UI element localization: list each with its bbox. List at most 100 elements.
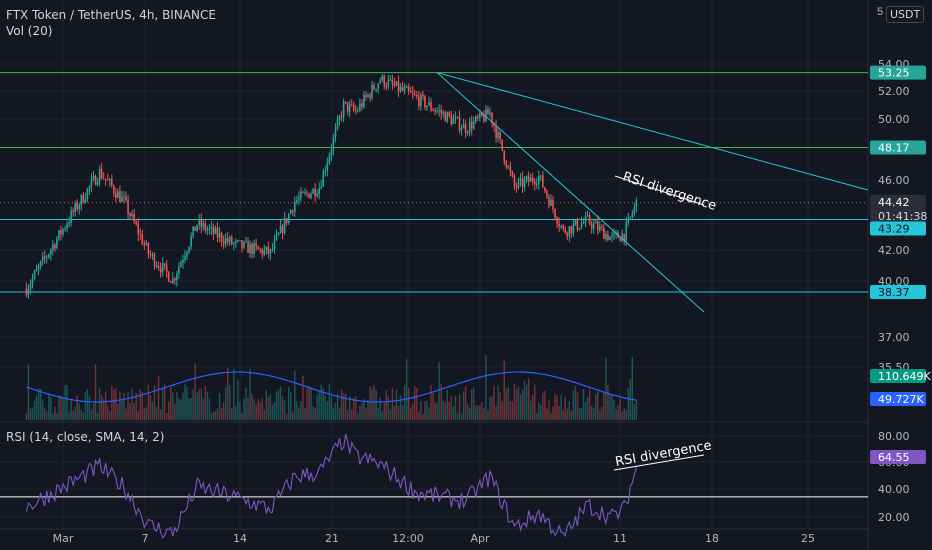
volume-bar bbox=[357, 413, 359, 420]
candle-body bbox=[588, 214, 591, 224]
candle-body bbox=[446, 112, 449, 122]
candle-body bbox=[574, 220, 577, 225]
candle-body bbox=[517, 180, 520, 188]
volume-bar bbox=[235, 406, 237, 420]
candle-body bbox=[495, 126, 497, 138]
volume-bar bbox=[481, 401, 483, 420]
volume-title[interactable]: Vol (20) bbox=[6, 24, 53, 38]
candle-body bbox=[200, 219, 203, 227]
volume-bar bbox=[127, 392, 129, 420]
candle-body bbox=[247, 241, 249, 253]
volume-bar bbox=[497, 385, 499, 420]
candle-body bbox=[507, 166, 510, 168]
candle-body bbox=[529, 177, 532, 182]
candle-body bbox=[479, 112, 481, 118]
candle-body bbox=[401, 86, 404, 91]
candle-body bbox=[466, 132, 469, 134]
price-tick-label: 40.00 bbox=[878, 275, 910, 288]
candle-body bbox=[62, 228, 64, 235]
volume-bar bbox=[285, 413, 288, 420]
volume-bar bbox=[111, 385, 113, 420]
volume-bar bbox=[495, 405, 497, 420]
volume-bar bbox=[275, 391, 278, 420]
candle-body bbox=[594, 222, 597, 224]
candle-body bbox=[377, 83, 379, 90]
candle-body bbox=[56, 238, 58, 249]
volume-bar bbox=[283, 400, 286, 420]
candle-body bbox=[621, 233, 623, 242]
candle-body bbox=[572, 224, 575, 234]
candle-body bbox=[336, 119, 339, 129]
candle-body bbox=[155, 266, 158, 268]
volume-bar bbox=[635, 399, 638, 420]
candle-body bbox=[212, 226, 215, 234]
volume-bar bbox=[588, 388, 591, 420]
candle-body bbox=[88, 186, 91, 189]
time-tick-label: Apr bbox=[470, 532, 490, 545]
candle-body bbox=[78, 205, 81, 210]
volume-bar bbox=[56, 412, 58, 420]
volume-bar bbox=[147, 384, 150, 420]
volume-bar bbox=[155, 406, 158, 420]
tag-current-price-text: 44.42 bbox=[878, 196, 910, 209]
volume-bar bbox=[220, 407, 223, 420]
candle-body bbox=[328, 155, 331, 164]
volume-bar bbox=[568, 401, 570, 420]
volume-bar bbox=[269, 393, 272, 420]
tag-43-29-text: 43.29 bbox=[878, 222, 910, 235]
candle-body bbox=[265, 246, 268, 251]
drawings: RSI divergence bbox=[436, 72, 869, 313]
rsi-title[interactable]: RSI (14, close, SMA, 14, 2) bbox=[6, 430, 165, 444]
volume-bar bbox=[133, 403, 135, 420]
volume-bar bbox=[466, 404, 469, 420]
volume-bar bbox=[369, 386, 371, 420]
candle-body bbox=[125, 196, 127, 200]
volume-bar bbox=[505, 388, 507, 420]
tag-43-29: 43.29 bbox=[870, 221, 926, 236]
candle-body bbox=[121, 196, 123, 202]
candle-body bbox=[607, 233, 609, 241]
candle-body bbox=[491, 112, 493, 124]
tag-current-price-bg bbox=[870, 194, 926, 209]
time-axis[interactable]: Mar 7 14 21 12:00 Apr 11 18 25 bbox=[53, 532, 815, 545]
tag-53-25: 53.25 bbox=[870, 65, 926, 80]
candle-body bbox=[352, 104, 355, 110]
volume-bar bbox=[29, 407, 32, 420]
currency-button[interactable]: USDT bbox=[886, 6, 925, 23]
candle-body bbox=[94, 175, 97, 185]
candle-body bbox=[47, 254, 50, 258]
price-tick-label: 37.00 bbox=[878, 331, 910, 344]
volume-bar bbox=[182, 392, 184, 420]
volume-bar bbox=[458, 394, 461, 420]
volume-bar bbox=[115, 388, 117, 420]
candle-body bbox=[493, 123, 495, 127]
candle-body bbox=[566, 232, 569, 236]
candle-body bbox=[131, 213, 133, 216]
volume-bar bbox=[241, 412, 243, 420]
candle-body bbox=[454, 117, 457, 119]
candle-body bbox=[104, 178, 107, 180]
tag-rsi-text: 64.55 bbox=[878, 451, 910, 464]
candle-body bbox=[426, 105, 428, 108]
candle-body bbox=[287, 213, 290, 223]
volume-bar bbox=[123, 392, 125, 420]
symbol-title[interactable]: FTX Token / TetherUS, 4h, BINANCE bbox=[6, 8, 216, 22]
volume-bar bbox=[202, 397, 204, 420]
volume-bar bbox=[586, 397, 589, 420]
candle-body bbox=[428, 102, 430, 106]
candle-body bbox=[216, 227, 219, 238]
volume-bar bbox=[243, 398, 245, 420]
tag-53-25-bg bbox=[870, 65, 926, 80]
candle-body bbox=[379, 80, 381, 84]
volume-bar bbox=[475, 404, 477, 420]
volume-bar bbox=[462, 391, 465, 420]
volume-bar bbox=[487, 410, 489, 420]
volume-bar bbox=[161, 388, 164, 420]
candle-body bbox=[578, 228, 581, 230]
candle-body bbox=[210, 226, 213, 229]
candle-body bbox=[460, 128, 463, 131]
volume-bar bbox=[149, 395, 152, 420]
time-tick-label: 14 bbox=[233, 532, 247, 545]
volume-bar bbox=[542, 392, 544, 420]
